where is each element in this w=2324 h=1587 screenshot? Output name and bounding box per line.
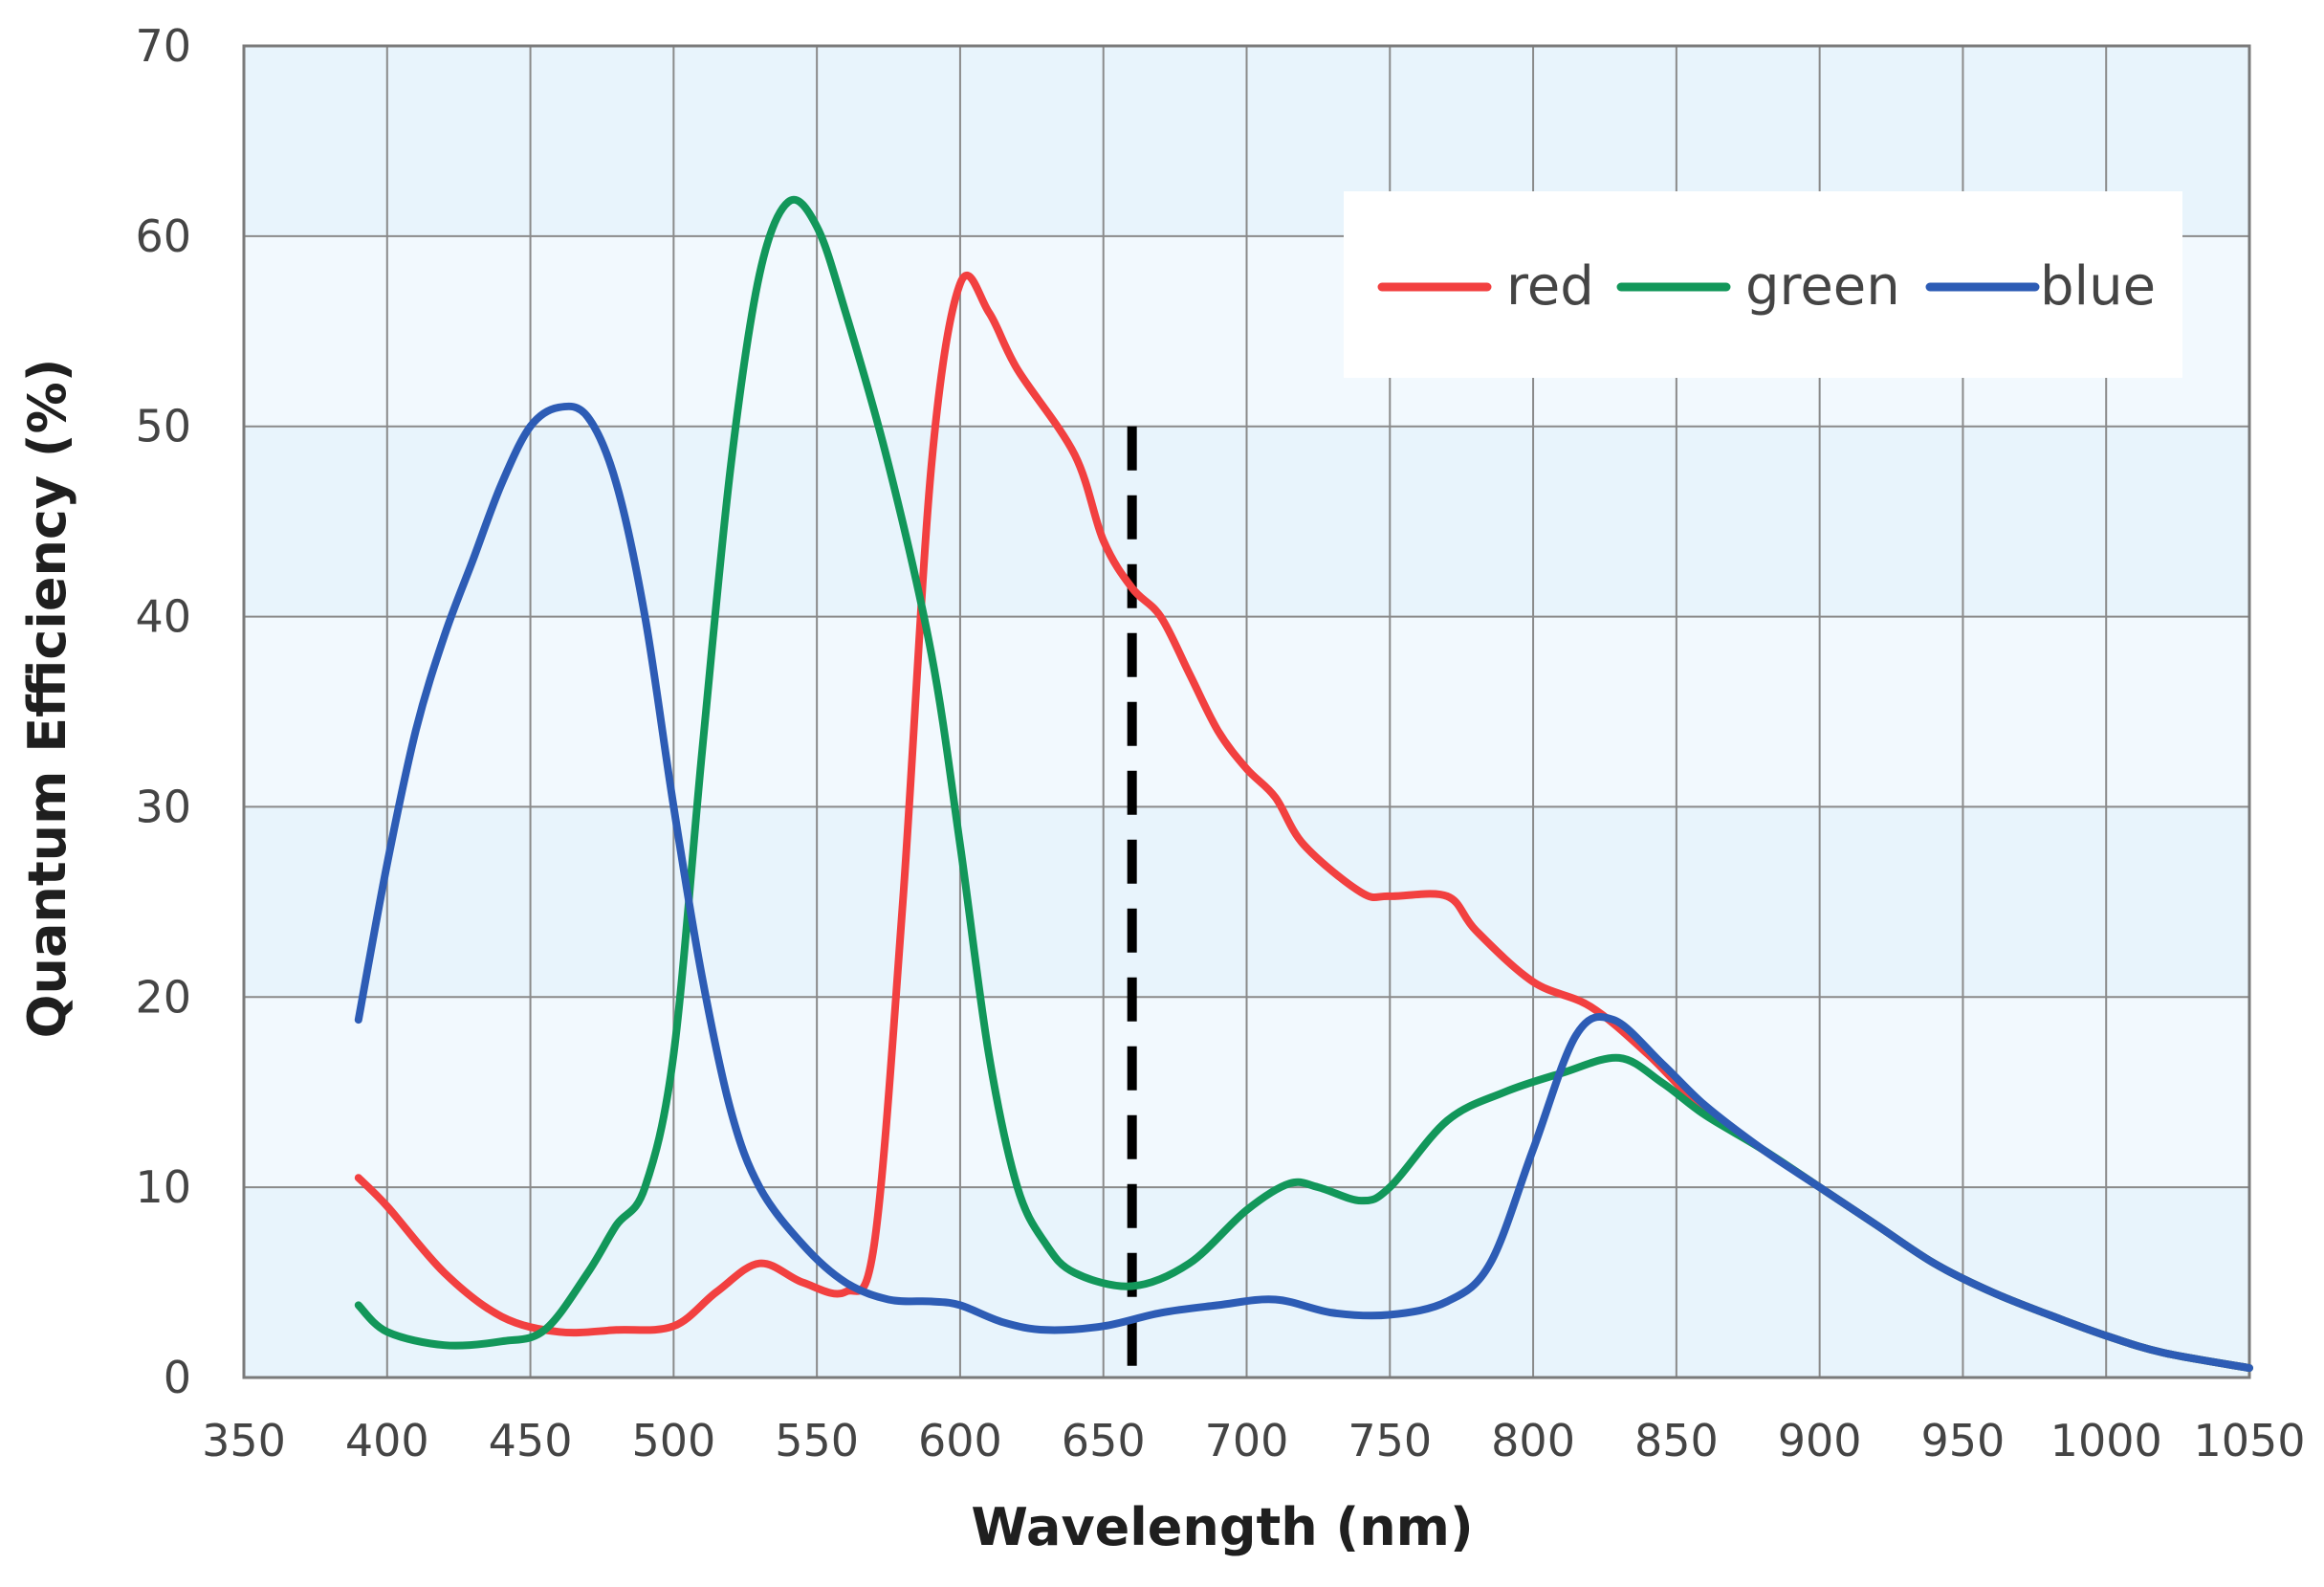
y-tick-label: 10: [135, 1161, 191, 1213]
y-tick-label: 40: [135, 591, 191, 643]
y-axis-title: Quantum Efficiency (%): [17, 359, 77, 1039]
x-tick-label: 750: [1348, 1415, 1432, 1466]
x-tick-label: 400: [345, 1415, 429, 1466]
legend: red green blue: [1344, 191, 2182, 378]
y-tick-label: 60: [135, 210, 191, 262]
x-tick-label: 450: [489, 1415, 573, 1466]
x-tick-label: 900: [1778, 1415, 1862, 1466]
x-tick-label: 650: [1062, 1415, 1146, 1466]
y-tick-label: 70: [135, 20, 191, 72]
x-tick-label: 500: [631, 1415, 715, 1466]
plot-border: [242, 44, 2251, 1379]
series-lines: [354, 195, 2253, 1373]
x-tick-label: 950: [1921, 1415, 2006, 1466]
y-tick-label: 30: [135, 781, 191, 832]
x-tick-label: 700: [1205, 1415, 1289, 1466]
x-axis-tick-labels: 350 400 450 500 550 600 650 700 750 800 850 900 950 1…: [202, 1415, 2305, 1466]
x-tick-label: 850: [1634, 1415, 1719, 1466]
legend-label-green: green: [1745, 255, 1900, 318]
x-tick-label: 600: [918, 1415, 1002, 1466]
legend-label-red: red: [1506, 255, 1594, 318]
x-tick-label: 1000: [2050, 1415, 2162, 1466]
x-tick-label: 550: [775, 1415, 859, 1466]
y-tick-label: 0: [164, 1352, 191, 1403]
x-tick-label: 800: [1491, 1415, 1575, 1466]
x-tick-label: 350: [202, 1415, 286, 1466]
x-tick-label: 1050: [2193, 1415, 2305, 1466]
y-tick-label: 20: [135, 971, 191, 1023]
plot-frame: [242, 44, 2251, 1379]
y-tick-label: 50: [135, 401, 191, 452]
legend-label-blue: blue: [2040, 255, 2156, 318]
x-axis-title: Wavelength (nm): [971, 1497, 1473, 1557]
series-line-blue: [354, 402, 2253, 1373]
y-axis-tick-labels: 0 10 20 30 40 50 60 70: [135, 20, 191, 1403]
